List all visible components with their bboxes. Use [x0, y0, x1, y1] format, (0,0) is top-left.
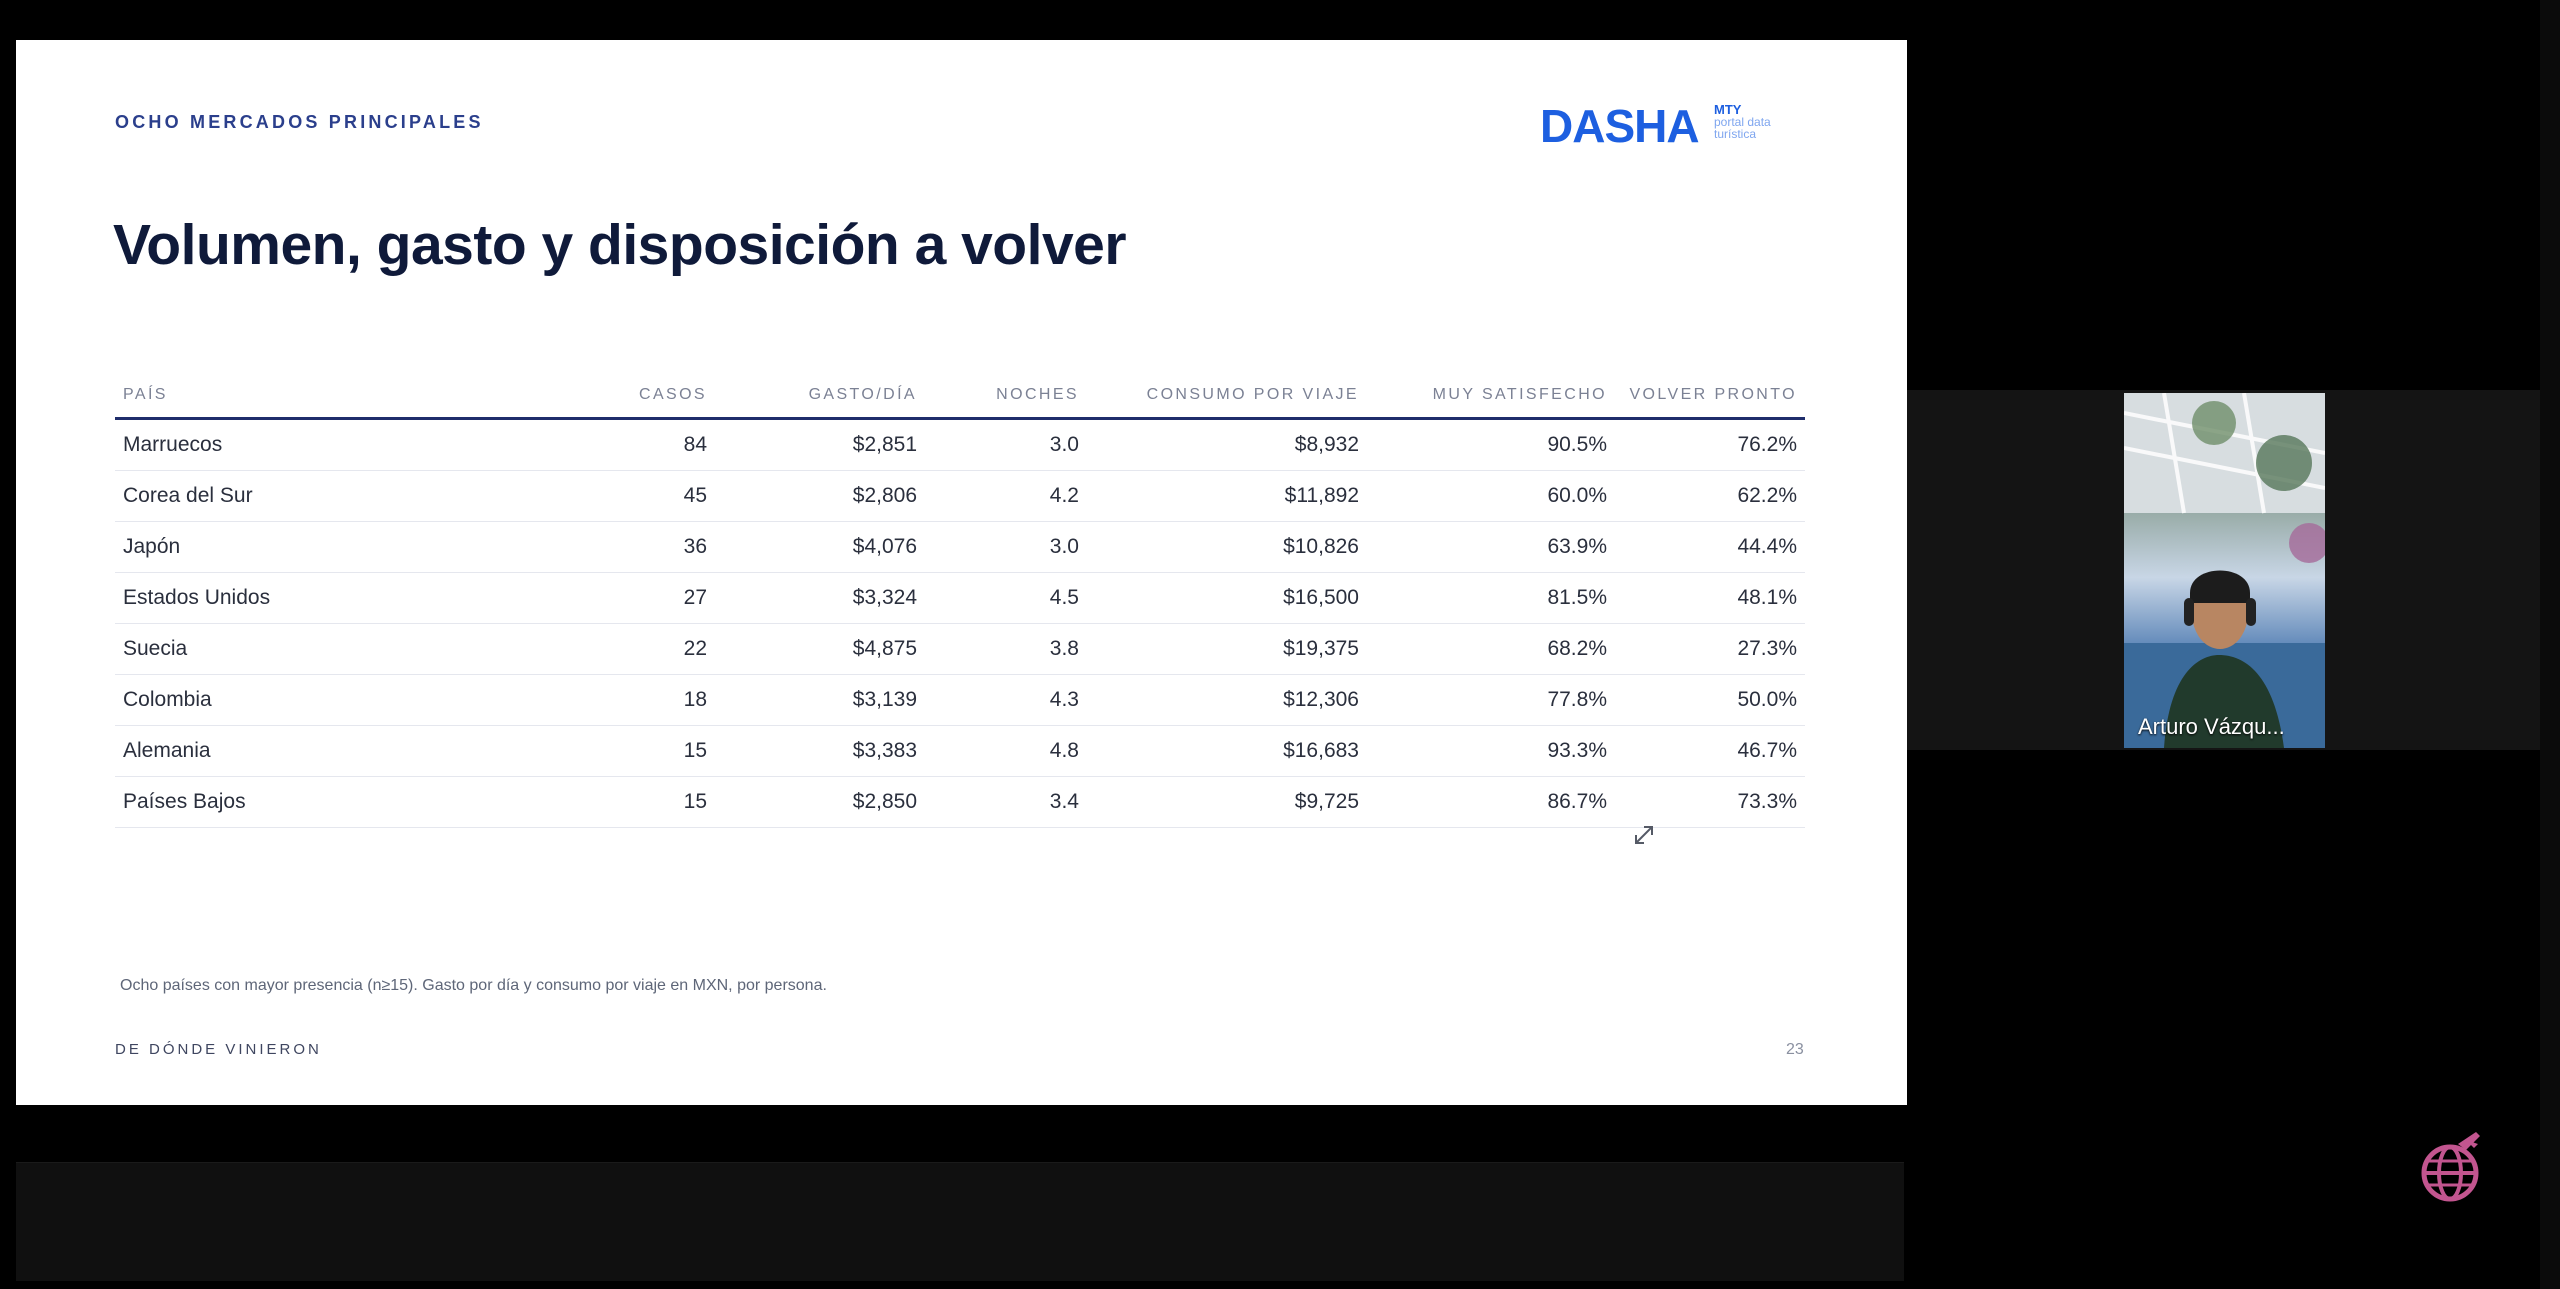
markets-table: PAÍS CASOS GASTO/DÍA NOCHES CONSUMO POR …	[115, 373, 1805, 828]
value-cell: $2,850	[715, 776, 925, 828]
value-cell: 4.2	[925, 470, 1087, 522]
value-cell: 27	[595, 572, 715, 624]
value-cell: 3.8	[925, 623, 1087, 675]
dasha-logo: DASHA MTY portal data turística	[1540, 96, 1810, 156]
value-cell: 27.3%	[1615, 623, 1805, 675]
value-cell: 15	[595, 776, 715, 828]
value-cell: $3,139	[715, 674, 925, 726]
value-cell: $12,306	[1087, 674, 1367, 726]
value-cell: $4,076	[715, 521, 925, 573]
meeting-controls-bar	[16, 1162, 1904, 1281]
value-cell: 45	[595, 470, 715, 522]
value-cell: $3,324	[715, 572, 925, 624]
shared-slide: OCHO MERCADOS PRINCIPALES DASHA MTY port…	[16, 40, 1907, 1105]
table-row: Países Bajos 15 $2,850 3.4 $9,725 86.7% 73.3%	[115, 776, 1805, 828]
value-cell: $19,375	[1087, 623, 1367, 675]
value-cell: 90.5%	[1367, 418, 1615, 471]
value-cell: 46.7%	[1615, 725, 1805, 777]
value-cell: 93.3%	[1367, 725, 1615, 777]
table-row: Colombia 18 $3,139 4.3 $12,306 77.8% 50.0%	[115, 674, 1805, 726]
value-cell: $16,683	[1087, 725, 1367, 777]
value-cell: 36	[595, 521, 715, 573]
table-row: Corea del Sur 45 $2,806 4.2 $11,892 60.0% 62.2…	[115, 470, 1805, 522]
table-row: Alemania 15 $3,383 4.8 $16,683 93.3% 46.7%	[115, 725, 1805, 777]
expand-icon[interactable]	[1629, 820, 1659, 850]
value-cell: 15	[595, 725, 715, 777]
value-cell: $9,725	[1087, 776, 1367, 828]
country-cell: Marruecos	[115, 418, 595, 471]
country-cell: Suecia	[115, 623, 595, 675]
value-cell: 44.4%	[1615, 521, 1805, 573]
brand-tagline-1: portal data	[1714, 115, 1771, 129]
table-row: Japón 36 $4,076 3.0 $10,826 63.9% 44.4%	[115, 521, 1805, 573]
value-cell: 4.8	[925, 725, 1087, 777]
value-cell: 3.4	[925, 776, 1087, 828]
value-cell: 18	[595, 674, 715, 726]
value-cell: 81.5%	[1367, 572, 1615, 624]
col-header: MUY SATISFECHO	[1367, 373, 1615, 420]
value-cell: 86.7%	[1367, 776, 1615, 828]
country-cell: Estados Unidos	[115, 572, 595, 624]
slide-title: Volumen, gasto y disposición a volver	[113, 213, 1127, 277]
col-header: CASOS	[595, 373, 715, 420]
value-cell: 68.2%	[1367, 623, 1615, 675]
value-cell: 4.5	[925, 572, 1087, 624]
col-header: NOCHES	[925, 373, 1087, 420]
globe-plane-icon	[2421, 1132, 2480, 1202]
participant-video	[2124, 393, 2325, 748]
value-cell: $8,932	[1087, 418, 1367, 471]
value-cell: $3,383	[715, 725, 925, 777]
value-cell: $4,875	[715, 623, 925, 675]
col-header: GASTO/DÍA	[715, 373, 925, 420]
participant-name: Arturo Vázqu...	[2138, 714, 2285, 739]
table-row: Estados Unidos 27 $3,324 4.5 $16,500 81.5% 48.…	[115, 572, 1805, 624]
table-header-row: PAÍS CASOS GASTO/DÍA NOCHES CONSUMO POR …	[115, 373, 1805, 420]
country-cell: Alemania	[115, 725, 595, 777]
country-cell: Corea del Sur	[115, 470, 595, 522]
col-header: CONSUMO POR VIAJE	[1087, 373, 1367, 420]
value-cell: $2,806	[715, 470, 925, 522]
brand-tagline-2: turística	[1714, 127, 1757, 141]
brand-name: DASHA	[1540, 100, 1700, 152]
table-row: Suecia 22 $4,875 3.8 $19,375 68.2% 27.3%	[115, 623, 1805, 675]
value-cell: 3.0	[925, 418, 1087, 471]
value-cell: 62.2%	[1615, 470, 1805, 522]
value-cell: 76.2%	[1615, 418, 1805, 471]
value-cell: 77.8%	[1367, 674, 1615, 726]
value-cell: 3.0	[925, 521, 1087, 573]
value-cell: 60.0%	[1367, 470, 1615, 522]
country-cell: Colombia	[115, 674, 595, 726]
participant-video-tile[interactable]: Arturo Vázqu...	[2124, 393, 2325, 748]
value-cell: $2,851	[715, 418, 925, 471]
value-cell: $16,500	[1087, 572, 1367, 624]
slide-kicker: OCHO MERCADOS PRINCIPALES	[115, 112, 484, 132]
value-cell: 63.9%	[1367, 521, 1615, 573]
slide-section-footer: DE DÓNDE VINIERON	[115, 1041, 322, 1058]
window-edge	[2540, 0, 2560, 1289]
brand-subtitle: MTY portal data turística	[1714, 102, 1814, 141]
value-cell: 50.0%	[1615, 674, 1805, 726]
table-row: Marruecos 84 $2,851 3.0 $8,932 90.5% 76.2%	[115, 418, 1805, 471]
col-header: PAÍS	[115, 373, 595, 420]
value-cell: 48.1%	[1615, 572, 1805, 624]
value-cell: 4.3	[925, 674, 1087, 726]
country-cell: Japón	[115, 521, 595, 573]
slide-footnote: Ocho países con mayor presencia (n≥15). …	[120, 977, 827, 994]
value-cell: $10,826	[1087, 521, 1367, 573]
value-cell: 73.3%	[1615, 776, 1805, 828]
brand-mty: MTY	[1714, 102, 1742, 117]
value-cell: 22	[595, 623, 715, 675]
col-header: VOLVER PRONTO	[1615, 373, 1805, 420]
country-cell: Países Bajos	[115, 776, 595, 828]
value-cell: 84	[595, 418, 715, 471]
value-cell: $11,892	[1087, 470, 1367, 522]
slide-page-number: 23	[1786, 1041, 1804, 1058]
